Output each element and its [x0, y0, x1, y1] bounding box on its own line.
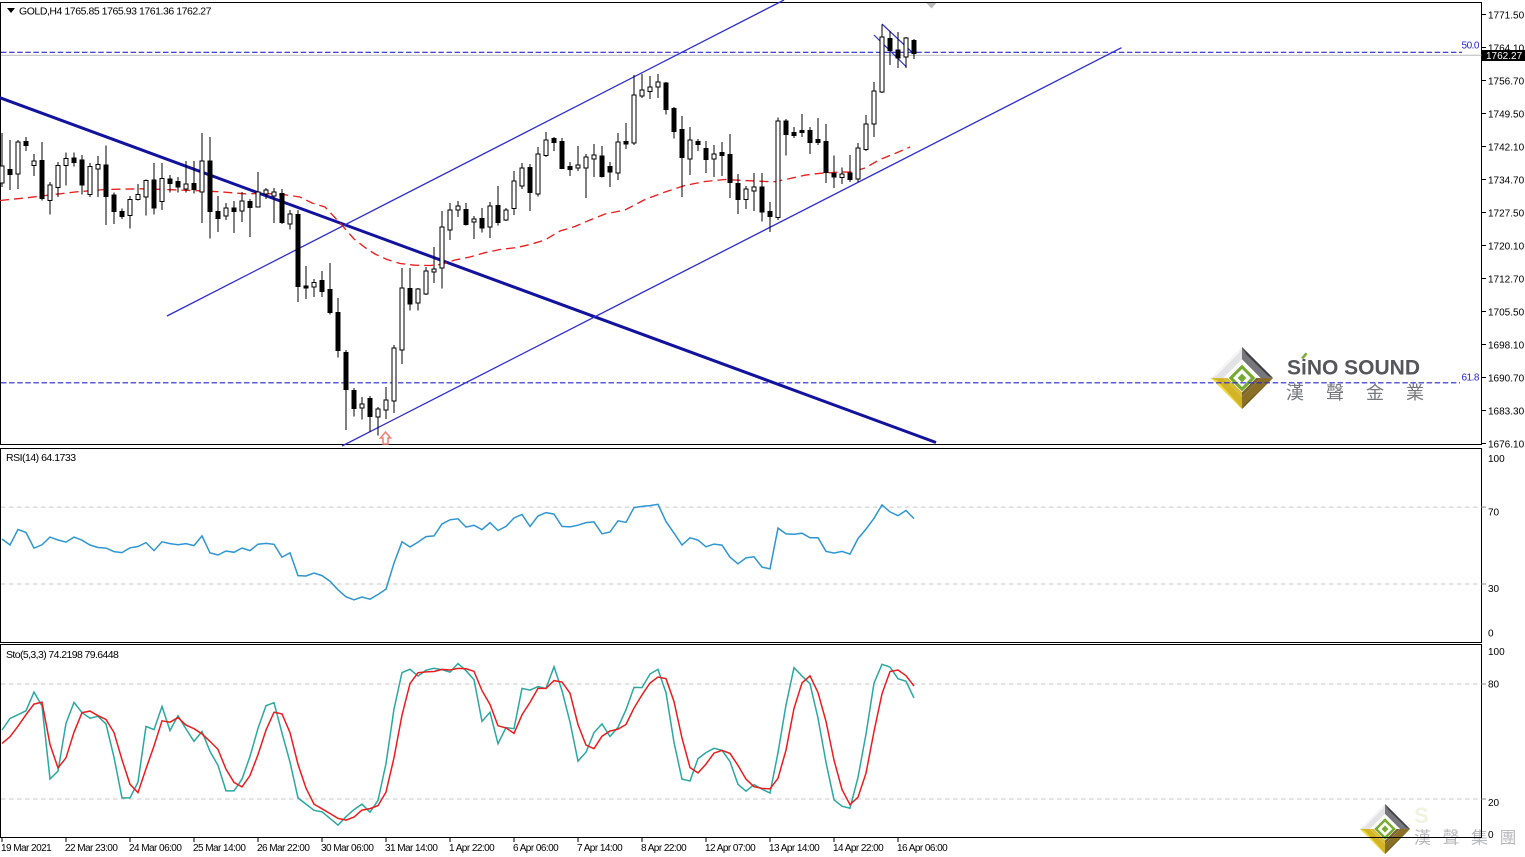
- svg-text:1764.10: 1764.10: [1488, 43, 1525, 54]
- svg-text:S: S: [1414, 803, 1429, 828]
- svg-text:1742.10: 1742.10: [1488, 142, 1525, 153]
- svg-text:1676.10: 1676.10: [1488, 439, 1525, 450]
- svg-text:RSI(14) 64.1733: RSI(14) 64.1733: [6, 452, 76, 464]
- svg-text:1698.10: 1698.10: [1488, 340, 1525, 351]
- svg-text:61.8: 61.8: [1462, 373, 1480, 384]
- svg-text:0: 0: [1488, 830, 1494, 841]
- svg-text:1734.70: 1734.70: [1488, 175, 1525, 186]
- svg-text:100: 100: [1488, 647, 1505, 658]
- svg-text:25 Mar 14:00: 25 Mar 14:00: [193, 843, 246, 854]
- svg-text:1727.50: 1727.50: [1488, 208, 1525, 219]
- svg-text:1720.10: 1720.10: [1488, 241, 1525, 252]
- svg-text:80: 80: [1488, 680, 1500, 691]
- svg-text:1705.50: 1705.50: [1488, 307, 1525, 318]
- svg-text:100: 100: [1488, 454, 1505, 465]
- svg-text:24 Mar 06:00: 24 Mar 06:00: [129, 843, 182, 854]
- svg-text:30 Mar 06:00: 30 Mar 06:00: [321, 843, 374, 854]
- svg-text:GOLD,H4 1765.85 1765.93 1761.: GOLD,H4 1765.85 1765.93 1761.36 1762.27: [19, 6, 212, 18]
- svg-text:Sto(5,3,3) 74.2198 79.6448: Sto(5,3,3) 74.2198 79.6448: [6, 649, 119, 661]
- svg-text:30: 30: [1488, 584, 1500, 595]
- svg-text:1756.70: 1756.70: [1488, 76, 1525, 87]
- svg-text:12 Apr 07:00: 12 Apr 07:00: [705, 843, 756, 854]
- svg-text:1 Apr 22:00: 1 Apr 22:00: [449, 843, 495, 854]
- svg-text:13 Apr 14:00: 13 Apr 14:00: [769, 843, 820, 854]
- svg-text:19 Mar 2021: 19 Mar 2021: [1, 843, 52, 854]
- svg-text:1690.70: 1690.70: [1488, 373, 1525, 384]
- svg-text:1762.27: 1762.27: [1486, 51, 1523, 62]
- svg-text:1712.70: 1712.70: [1488, 274, 1525, 285]
- svg-text:0: 0: [1488, 629, 1494, 640]
- svg-text:14 Apr 22:00: 14 Apr 22:00: [833, 843, 884, 854]
- svg-text:1771.50: 1771.50: [1488, 10, 1525, 21]
- svg-text:50.0: 50.0: [1462, 41, 1480, 52]
- svg-text:SiNO SOUND: SiNO SOUND: [1287, 357, 1420, 380]
- svg-text:22 Mar 23:00: 22 Mar 23:00: [65, 843, 118, 854]
- svg-text:70: 70: [1488, 508, 1500, 519]
- svg-text:漢聲金業: 漢聲金業: [1286, 383, 1446, 403]
- svg-text:1683.30: 1683.30: [1488, 406, 1525, 417]
- svg-text:7 Apr 14:00: 7 Apr 14:00: [577, 843, 623, 854]
- svg-text:26 Mar 22:00: 26 Mar 22:00: [257, 843, 310, 854]
- svg-text:8 Apr 22:00: 8 Apr 22:00: [641, 843, 687, 854]
- svg-text:31 Mar 14:00: 31 Mar 14:00: [385, 843, 438, 854]
- svg-text:6 Apr 06:00: 6 Apr 06:00: [513, 843, 559, 854]
- svg-text:20: 20: [1488, 798, 1500, 809]
- svg-text:16 Apr 06:00: 16 Apr 06:00: [897, 843, 948, 854]
- svg-text:1749.50: 1749.50: [1488, 109, 1525, 120]
